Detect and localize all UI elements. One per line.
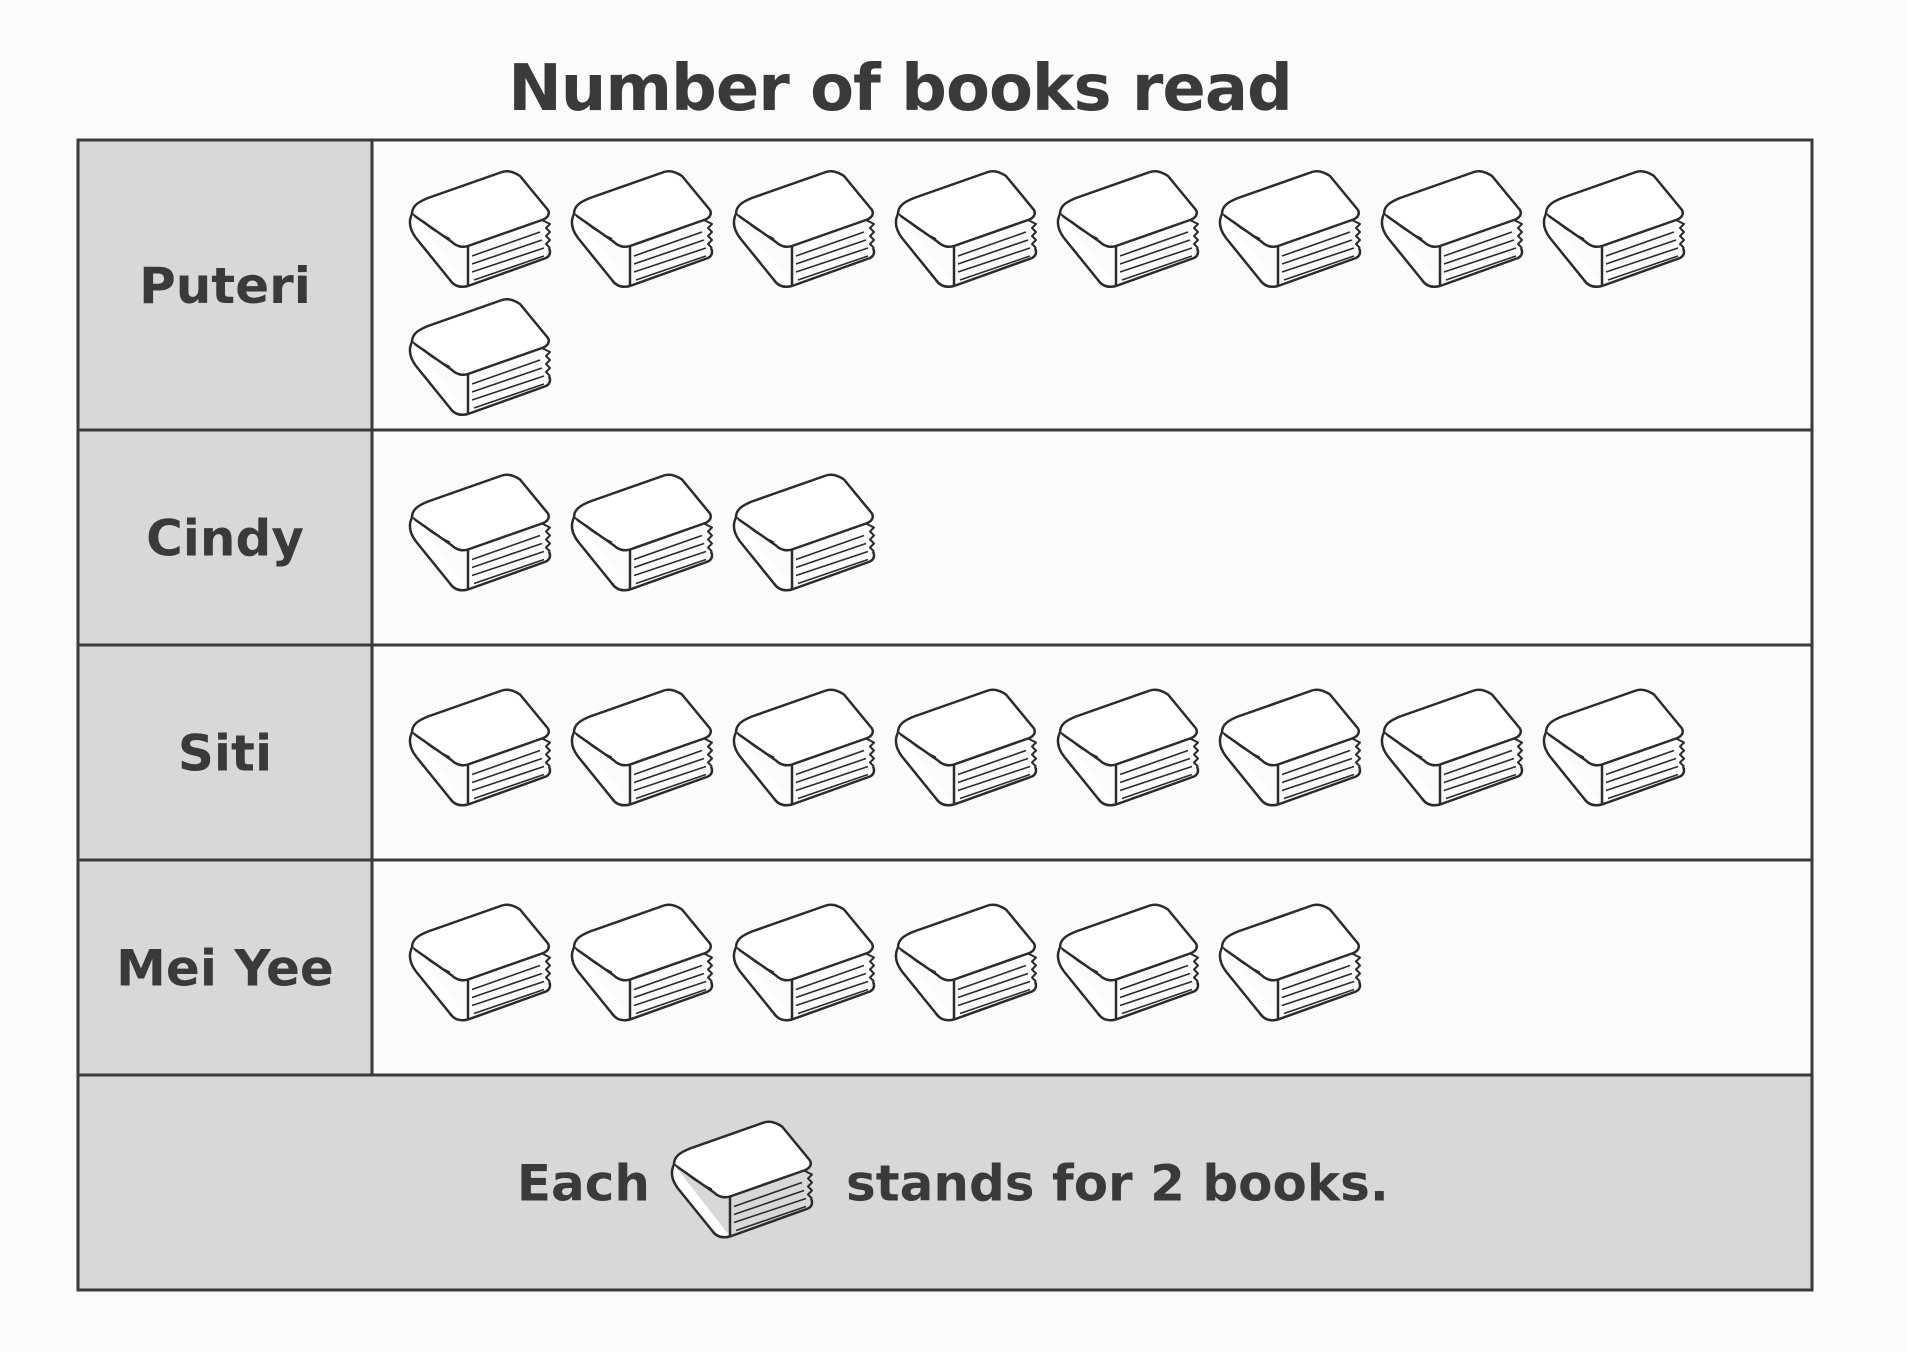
book-icon: [1056, 903, 1200, 1022]
book-icon: [408, 688, 552, 807]
chart-title: Number of books read: [508, 52, 1293, 126]
book-icon: [1056, 169, 1200, 288]
book-icon: [1218, 903, 1362, 1022]
book-icon: [1380, 688, 1524, 807]
table-border: [76, 138, 1814, 1292]
book-icon: [1542, 688, 1686, 807]
book-icon: [894, 169, 1038, 288]
book-icon: [894, 688, 1038, 807]
book-icon: [408, 297, 552, 416]
book-icon: [732, 903, 876, 1022]
book-icon: [570, 903, 714, 1022]
book-icon: [570, 169, 714, 288]
book-icon: [570, 688, 714, 807]
row-label: Mei Yee: [116, 940, 334, 998]
book-icon: [408, 169, 552, 288]
book-icon: [408, 473, 552, 592]
book-icon: [894, 903, 1038, 1022]
book-icon: [1542, 169, 1686, 288]
book-icon: [1218, 169, 1362, 288]
book-icon: [732, 169, 876, 288]
book-icon: [570, 473, 714, 592]
book-icon: [1218, 688, 1362, 807]
book-icon: [408, 903, 552, 1022]
book-icon: [1056, 688, 1200, 807]
book-icon: [732, 688, 876, 807]
row-label: Siti: [178, 725, 272, 783]
book-icon: [1380, 169, 1524, 288]
key-prefix: Each: [517, 1155, 650, 1213]
key-suffix: stands for 2 books.: [846, 1155, 1389, 1213]
row-label: Puteri: [139, 257, 311, 315]
label-column-bg: [78, 140, 372, 1075]
key-row-bg: [78, 1075, 1812, 1290]
row-label: Cindy: [146, 510, 304, 568]
book-icon: [732, 473, 876, 592]
